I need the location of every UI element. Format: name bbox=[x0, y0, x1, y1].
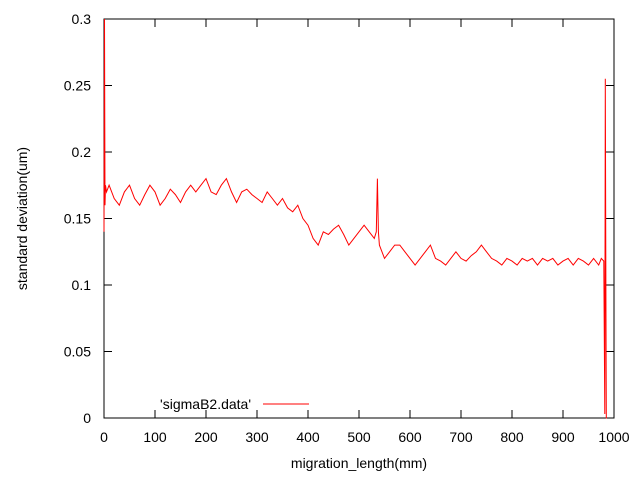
y-tick-label: 0.2 bbox=[72, 144, 92, 160]
y-tick-label: 0 bbox=[83, 410, 91, 426]
x-tick-label: 0 bbox=[100, 429, 108, 445]
series-line-sigmaB2 bbox=[103, 18, 607, 419]
x-tick-label: 800 bbox=[500, 429, 524, 445]
x-tick-label: 900 bbox=[551, 429, 575, 445]
y-axis-label: standard deviation(um) bbox=[14, 147, 30, 290]
legend: 'sigmaB2.data' bbox=[160, 396, 309, 412]
x-tick-label: 200 bbox=[194, 429, 218, 445]
plot-frame bbox=[103, 18, 615, 419]
y-axis-ticks: 0 0.05 0.1 0.15 0.2 0.25 0.3 bbox=[64, 11, 614, 426]
x-tick-label: 500 bbox=[347, 429, 371, 445]
y-tick-label: 0.25 bbox=[64, 78, 91, 94]
y-tick-label: 0.1 bbox=[72, 277, 92, 293]
legend-label: 'sigmaB2.data' bbox=[160, 396, 251, 412]
x-tick-label: 600 bbox=[398, 429, 422, 445]
y-tick-label: 0.3 bbox=[72, 11, 92, 27]
x-tick-label: 400 bbox=[296, 429, 320, 445]
x-axis-ticks: 0 100 200 300 400 500 600 700 800 900 1000 bbox=[100, 19, 630, 445]
y-tick-label: 0.05 bbox=[64, 344, 91, 360]
y-tick-label: 0.15 bbox=[64, 211, 91, 227]
x-tick-label: 1000 bbox=[598, 429, 629, 445]
plot-area bbox=[103, 18, 607, 419]
x-tick-label: 300 bbox=[245, 429, 269, 445]
x-tick-label: 100 bbox=[143, 429, 167, 445]
x-tick-label: 700 bbox=[449, 429, 473, 445]
x-axis-label: migration_length(mm) bbox=[291, 455, 427, 471]
